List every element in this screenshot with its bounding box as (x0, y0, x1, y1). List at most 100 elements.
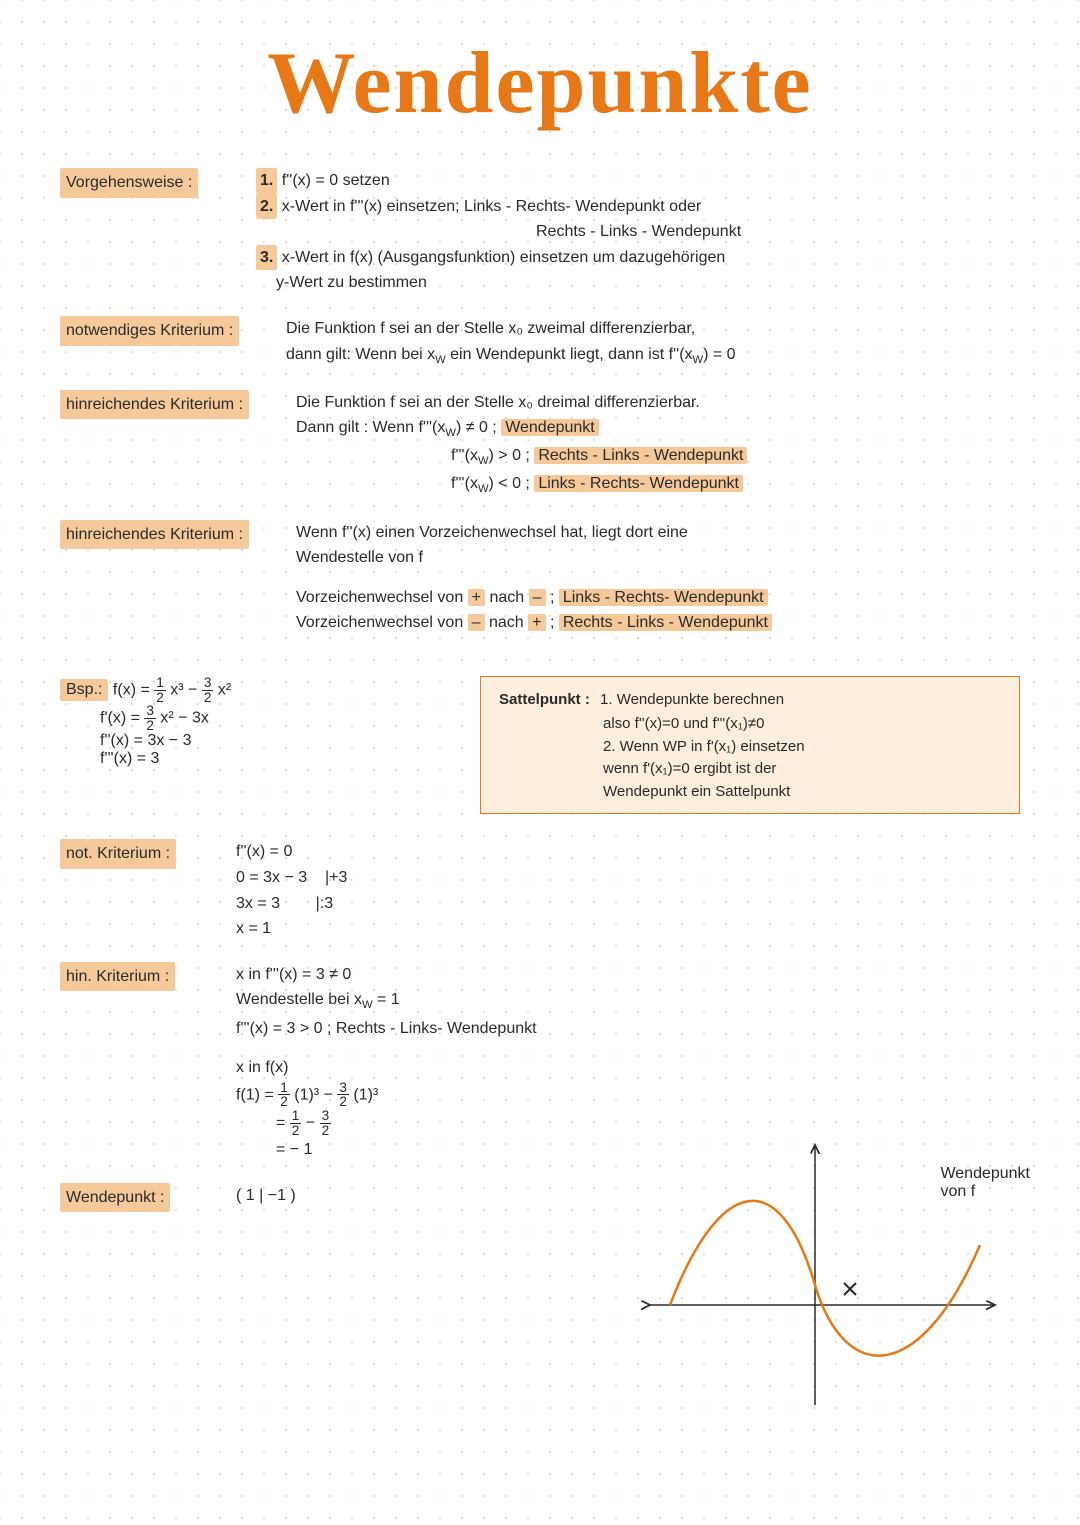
step-2a-text: x-Wert in f'''(x) einsetzen; Links - Rec… (282, 198, 701, 215)
hinkrit-l1: x in f'''(x) = 3 ≠ 0 (236, 962, 656, 988)
notkrit-l4: x = 1 (236, 916, 1020, 942)
notwendig-l1: Die Funktion f sei an der Stelle x₀ zwei… (286, 316, 1020, 342)
hinkrit-l7: = − 1 (236, 1137, 656, 1163)
step-2b-text: Rechts - Links - Wendepunkt (536, 223, 741, 240)
box-sattelpunkt: Sattelpunkt : 1. Wendepunkte berechnen a… (480, 676, 1020, 815)
section-bsp-row: Bsp.: f(x) = 12 x³ − 32 x² f'(x) = 32 x²… (60, 676, 1020, 815)
l6n2: 3 (320, 1109, 332, 1124)
bsp-f3: f'''(x) = 3 (60, 750, 460, 768)
sub-w: W (435, 354, 446, 366)
bsp-fd1: 2 (154, 691, 166, 705)
hin2-hl1: Links - Rechts- Wendepunkt (559, 589, 768, 606)
sattel-l4: wenn f'(x₁)=0 ergibt ist der (493, 758, 1007, 781)
hinkrit-l3: f'''(x) = 3 > 0 ; Rechts - Links- Wendep… (236, 1016, 656, 1042)
hin2-plus2: + (528, 614, 545, 631)
curve (670, 1201, 980, 1356)
label-notwendig: notwendiges Kriterium : (60, 316, 239, 346)
notkrit-l1: f''(x) = 0 (236, 839, 1020, 865)
wp-val: ( 1 | −1 ) (236, 1187, 296, 1204)
label-bsp: Bsp.: (60, 679, 108, 701)
l6d1: 2 (290, 1124, 302, 1138)
sattel-l3: 2. Wenn WP in f'(x₁) einsetzen (493, 736, 1007, 759)
l5d2: 2 (337, 1095, 349, 1109)
section-hinreichend-2: hinreichendes Kriterium : Wenn f''(x) ei… (60, 520, 1020, 636)
section-hinreichend-1: hinreichendes Kriterium : Die Funktion f… (60, 390, 1020, 500)
bsp-fn2: 3 (202, 676, 214, 691)
bsp-f: f(x) = (113, 681, 154, 698)
l5n2: 3 (337, 1081, 349, 1096)
bsp-fn1: 1 (154, 676, 166, 691)
hin2-minus1: – (529, 589, 546, 606)
label-wp: Wendepunkt : (60, 1183, 170, 1213)
hin2-minus2: – (468, 614, 485, 631)
bsp-f1n: 3 (144, 704, 156, 719)
hin2-hl2: Rechts - Links - Wendepunkt (559, 614, 772, 631)
hin2-l4a: Vorzeichenwechsel von (296, 614, 468, 631)
notwendig-l2c: ) = 0 (703, 346, 735, 363)
hinkrit-l5a: f(1) = (236, 1086, 278, 1103)
notwendig-l2a: dann gilt: Wenn bei x (286, 346, 435, 363)
hin1-l3b: ) > 0 ; (489, 447, 530, 464)
sattel-l1: 1. Wendepunkte berechnen (600, 691, 784, 708)
hinkrit-l2b: = 1 (373, 991, 400, 1008)
hin1-l4a: f'''(x (451, 475, 478, 492)
label-hinreichend-2: hinreichendes Kriterium : (60, 520, 249, 550)
hin2-l3c: ; (546, 589, 559, 606)
step-3a-text: x-Wert in f(x) (Ausgangsfunktion) einset… (282, 249, 725, 266)
hin1-l3a: f'''(x (451, 447, 478, 464)
hin2-l4b: nach (485, 614, 529, 631)
bsp-fp2: x² (213, 681, 231, 698)
hin1-hl1: Wendepunkt (501, 419, 599, 436)
hin1-l4b: ) < 0 ; (489, 475, 530, 492)
hinkrit-l4: x in f(x) (236, 1055, 656, 1081)
hin2-plus1: + (468, 589, 485, 606)
graph-wendepunkt: Wendepunkt von f (640, 1125, 1020, 1405)
hin2-l3b: nach (485, 589, 529, 606)
notkrit-l3: 3x = 3 |:3 (236, 891, 1020, 917)
l6p: − (301, 1114, 319, 1131)
step-1-text: f''(x) = 0 setzen (282, 172, 390, 189)
notkrit-l2: 0 = 3x − 3 |+3 (236, 865, 1020, 891)
hinkrit-sub: W (362, 1000, 373, 1012)
hin2-l4c: ; (546, 614, 559, 631)
page-title: Wendepunkte (60, 40, 1020, 128)
bsp-f1p: x² − 3x (156, 709, 209, 726)
section-notwendig: notwendiges Kriterium : Die Funktion f s… (60, 316, 1020, 370)
hin2-l3a: Vorzeichenwechsel von (296, 589, 468, 606)
hin1-sub2: W (478, 456, 489, 468)
sattel-l5: Wendepunkt ein Sattelpunkt (493, 781, 1007, 804)
sub-w2: W (693, 354, 704, 366)
hin1-l2b: ) ≠ 0 ; (456, 419, 497, 436)
graph-label-1: Wendepunkt (940, 1165, 1030, 1183)
label-hinkrit: hin. Kriterium : (60, 962, 175, 992)
hin2-l2: Wendestelle von f (296, 545, 1020, 571)
graph-label: Wendepunkt von f (940, 1165, 1030, 1201)
hin1-l2a: Dann gilt : Wenn f'''(x (296, 419, 445, 436)
l6a: = (276, 1114, 290, 1131)
step-num-3: 3. (256, 245, 277, 271)
graph-label-2: von f (940, 1183, 1030, 1201)
section-vorgehen: Vorgehensweise : 1. f''(x) = 0 setzen 2.… (60, 168, 1020, 296)
label-hinreichend-1: hinreichendes Kriterium : (60, 390, 249, 420)
label-notkrit: not. Kriterium : (60, 839, 176, 869)
bsp-f2: f''(x) = 3x − 3 (60, 732, 460, 750)
bsp-fp1: x³ − (166, 681, 202, 698)
label-sattel: Sattelpunkt : (493, 687, 596, 714)
label-vorgehen: Vorgehensweise : (60, 168, 198, 198)
hin1-hl3: Links - Rechts- Wendepunkt (534, 475, 743, 492)
sattel-l2: also f''(x)=0 und f'''(x₁)≠0 (493, 713, 1007, 736)
bsp-fd2: 2 (202, 691, 214, 705)
l5p2: (1)³ (349, 1086, 378, 1103)
bsp-f1d: 2 (144, 719, 156, 733)
l6n1: 1 (290, 1109, 302, 1124)
hin1-sub1: W (445, 427, 456, 439)
notwendig-l2b: ein Wendepunkt liegt, dann ist f''(x (446, 346, 693, 363)
l5p1: (1)³ − (290, 1086, 338, 1103)
section-notkrit: not. Kriterium : f''(x) = 0 0 = 3x − 3 |… (60, 839, 1020, 941)
l5n1: 1 (278, 1081, 290, 1096)
step-3b-text: y-Wert zu bestimmen (276, 274, 427, 291)
wendepunkt-marker (844, 1283, 856, 1295)
step-num-1: 1. (256, 168, 277, 194)
l5d1: 2 (278, 1095, 290, 1109)
hinkrit-l2a: Wendestelle bei x (236, 991, 362, 1008)
